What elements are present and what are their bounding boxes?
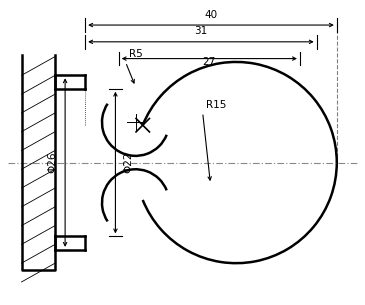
Text: 40: 40: [204, 10, 218, 20]
Text: 31: 31: [194, 27, 208, 37]
Text: R5: R5: [129, 48, 143, 59]
Text: 27: 27: [203, 57, 216, 66]
Text: Φ22: Φ22: [123, 152, 134, 173]
Text: R15: R15: [206, 100, 226, 110]
Text: Φ26: Φ26: [47, 152, 57, 173]
